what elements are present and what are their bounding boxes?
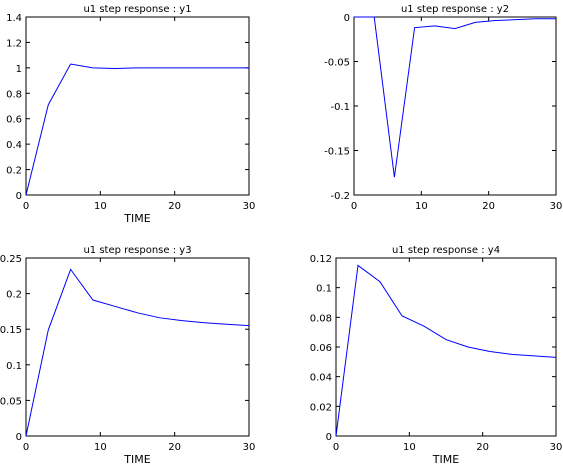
y-tick-label: 0 (16, 191, 22, 202)
y-tick-label: 0.02 (310, 402, 332, 413)
y-tick-label: 0.6 (6, 115, 22, 126)
y-tick-label: 1.4 (6, 13, 22, 24)
x-tick-label: 10 (94, 201, 107, 212)
y-tick-label: 0.4 (6, 140, 22, 151)
y-tick-label: 0.04 (310, 373, 332, 384)
y-tick-label: 0.06 (310, 343, 332, 354)
y-tick-label: 0.15 (0, 325, 22, 336)
y-tick-label: 0.05 (0, 396, 22, 407)
y-tick-label: 0.1 (316, 284, 332, 295)
subplot-4: 0 10 20 30 0 0.02 0.04 0.06 0.08 0.1 0.12 u1 step r… (310, 245, 563, 465)
x-axis-label: TIME (432, 453, 459, 465)
x-axis-label: TIME (123, 212, 150, 225)
y-tick-label: -0.1 (330, 102, 350, 113)
x-tick-label: 20 (168, 201, 181, 212)
x-tick-label: 30 (243, 201, 256, 212)
series-line (25, 63, 249, 196)
x-tick-label: 30 (550, 442, 563, 453)
y-tick-label: 0.2 (6, 166, 22, 177)
plot-area-frame (335, 257, 557, 437)
subplot-title: u1 step response : y1 (83, 4, 191, 15)
series-line (25, 268, 250, 437)
x-tick-label: 0 (351, 201, 357, 212)
x-tick-label: 0 (23, 201, 29, 212)
y-tick-label: -0.2 (330, 191, 350, 202)
subplot-title: u1 step response : y4 (392, 245, 500, 256)
y-tick-label: 1 (16, 64, 22, 75)
plot-area-frame (353, 16, 557, 196)
x-axis-label: TIME (123, 453, 150, 465)
y-tick-label: 0 (326, 432, 332, 443)
y-tick-label: 0.25 (0, 254, 22, 265)
x-tick-label: 10 (403, 442, 416, 453)
y-tick-label: 0.12 (310, 254, 332, 265)
y-tick-label: 0 (16, 432, 22, 443)
subplot-title: u1 step response : y3 (83, 245, 191, 256)
y-tick-label: -0.05 (324, 58, 350, 69)
y-tick-label: 0 (344, 13, 350, 24)
x-tick-label: 10 (94, 442, 107, 453)
x-tick-label: 30 (550, 201, 563, 212)
x-tick-label: 0 (333, 442, 339, 453)
subplot-title: u1 step response : y2 (401, 4, 509, 15)
series-line (354, 16, 556, 178)
x-tick-label: 20 (476, 442, 489, 453)
series-line (335, 264, 557, 437)
subplot-1: 0 10 20 30 0 0.2 0.4 0.6 0.8 1 1.2 1.4 u1 step respo… (6, 4, 255, 225)
x-tick-label: 0 (23, 442, 29, 453)
y-tick-label: 0.8 (6, 89, 22, 100)
y-tick-label: -0.15 (324, 147, 350, 158)
y-tick-label: 0.1 (6, 361, 22, 372)
y-tick-label: 1.2 (6, 38, 22, 49)
x-tick-label: 20 (168, 442, 181, 453)
x-tick-label: 20 (482, 201, 495, 212)
x-tick-label: 30 (243, 442, 256, 453)
y-tick-label: 0.2 (6, 290, 22, 301)
plot-area-frame (25, 16, 250, 196)
y-tick-label: 0.08 (310, 313, 332, 324)
subplot-2: 0 10 20 30 -0.2 -0.15 -0.1 -0.05 0 u1 step respon… (324, 4, 562, 212)
plot-area-frame (25, 257, 250, 437)
subplot-3: 0 10 20 30 0 0.05 0.1 0.15 0.2 0.25 u1 step respon… (0, 245, 255, 465)
x-tick-label: 10 (415, 201, 428, 212)
